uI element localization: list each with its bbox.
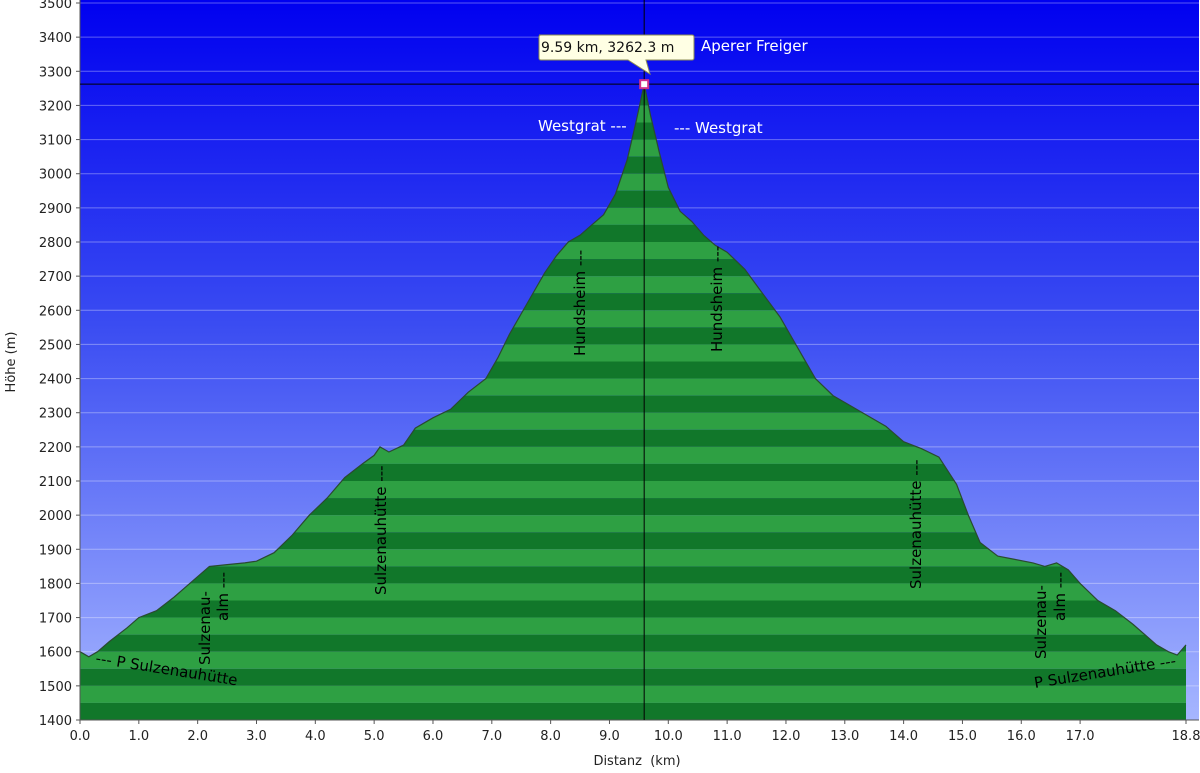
x-tick-label: 7.0 <box>481 729 502 744</box>
annotation-hundsheim-left: Hundsheim --- <box>571 250 589 356</box>
terrain-band-light <box>80 515 1186 533</box>
y-tick-label: 2800 <box>39 236 72 251</box>
y-tick-label: 2900 <box>39 202 72 217</box>
y-tick-label: 2500 <box>39 338 72 353</box>
y-tick-label: 2100 <box>39 475 72 490</box>
terrain-band-light <box>80 583 1186 601</box>
terrain-band-dark <box>80 566 1186 584</box>
summit-marker-box <box>639 79 650 90</box>
terrain-band-dark <box>80 634 1186 652</box>
y-tick-label: 2300 <box>39 407 72 422</box>
y-tick-label: 1800 <box>39 577 72 592</box>
y-tick-label: 1400 <box>39 714 72 729</box>
y-tick-label: 2700 <box>39 270 72 285</box>
y-axis-title: Höhe (m) <box>4 332 19 393</box>
terrain-band-dark <box>80 532 1186 550</box>
annotation-westgrat-right: --- Westgrat <box>674 119 763 137</box>
x-tick-label: 6.0 <box>423 729 444 744</box>
annotation-sulzenauhuette-left: Sulzenauhütte --- <box>372 465 390 595</box>
x-tick-label: 9.0 <box>599 729 620 744</box>
x-tick-label: 2.0 <box>187 729 208 744</box>
x-tick-label: 14.0 <box>889 729 918 744</box>
x-tick-label: 10.0 <box>654 729 683 744</box>
x-tick-label: 3.0 <box>246 729 267 744</box>
annotation-sulzenaualm-left-line2: alm --- <box>214 572 232 621</box>
y-tick-label: 3200 <box>39 99 72 114</box>
x-tick-label: 4.0 <box>305 729 326 744</box>
annotation-sulzenaualm-right-line2: alm --- <box>1051 572 1069 621</box>
terrain-band-dark <box>80 600 1186 618</box>
x-tick-label: 15.0 <box>948 729 977 744</box>
summit-marker <box>639 79 650 90</box>
x-tick-label: 12.0 <box>771 729 800 744</box>
x-tick-label: 1.0 <box>128 729 149 744</box>
axis-ticks: 1400 1500 1600 1700 1800 1900 2000 2100 2200 2300… <box>39 0 1200 744</box>
x-tick-label: 5.0 <box>364 729 385 744</box>
tooltip-box <box>538 34 695 76</box>
annotation-sulzenaualm-right-line1: Sulzenau- <box>1032 585 1050 659</box>
x-axis-title: Distanz (km) <box>593 754 680 769</box>
annotation-hundsheim-right: Hundsheim --- <box>708 246 726 352</box>
terrain-band-light <box>80 549 1186 567</box>
x-tick-label: 8.0 <box>540 729 561 744</box>
terrain-band-light <box>80 481 1186 499</box>
y-tick-label: 3500 <box>39 0 72 12</box>
summit-tooltip: 9.59 km, 3262.3 m <box>538 34 695 76</box>
tooltip-text: 9.59 km, 3262.3 m <box>541 40 674 56</box>
x-tick-label: 0.0 <box>70 729 91 744</box>
terrain-band-light <box>80 617 1186 635</box>
x-tick-label: 16.0 <box>1007 729 1036 744</box>
annotation-aperer-freiger: Aperer Freiger <box>701 37 809 55</box>
annotation-sulzenauhuette-right: Sulzenauhütte --- <box>907 459 925 589</box>
y-tick-label: 3000 <box>39 168 72 183</box>
y-tick-label: 3100 <box>39 134 72 149</box>
y-tick-label: 2600 <box>39 304 72 319</box>
elevation-profile-outline <box>79 84 1187 658</box>
y-tick-label: 3400 <box>39 31 72 46</box>
y-tick-label: 1600 <box>39 646 72 661</box>
y-tick-label: 2200 <box>39 441 72 456</box>
x-tick-label: 17.0 <box>1066 729 1095 744</box>
annotation-westgrat-left: Westgrat --- <box>538 117 627 135</box>
terrain-band-dark <box>80 702 1186 720</box>
y-tick-label: 3300 <box>39 65 72 80</box>
annotation-sulzenaualm-left-line1: Sulzenau- <box>196 591 214 665</box>
terrain-band-light <box>80 651 1186 669</box>
y-tick-label: 1700 <box>39 612 72 627</box>
x-tick-label: 18.8 <box>1172 729 1200 744</box>
terrain-band-dark <box>80 498 1186 516</box>
x-tick-label: 11.0 <box>713 729 742 744</box>
x-tick-label: 13.0 <box>830 729 859 744</box>
terrain-band-light <box>80 685 1186 703</box>
terrain-band-dark <box>80 668 1186 686</box>
y-tick-label: 2000 <box>39 509 72 524</box>
y-tick-label: 1500 <box>39 680 72 695</box>
y-tick-label: 2400 <box>39 373 72 388</box>
y-tick-label: 1900 <box>39 543 72 558</box>
